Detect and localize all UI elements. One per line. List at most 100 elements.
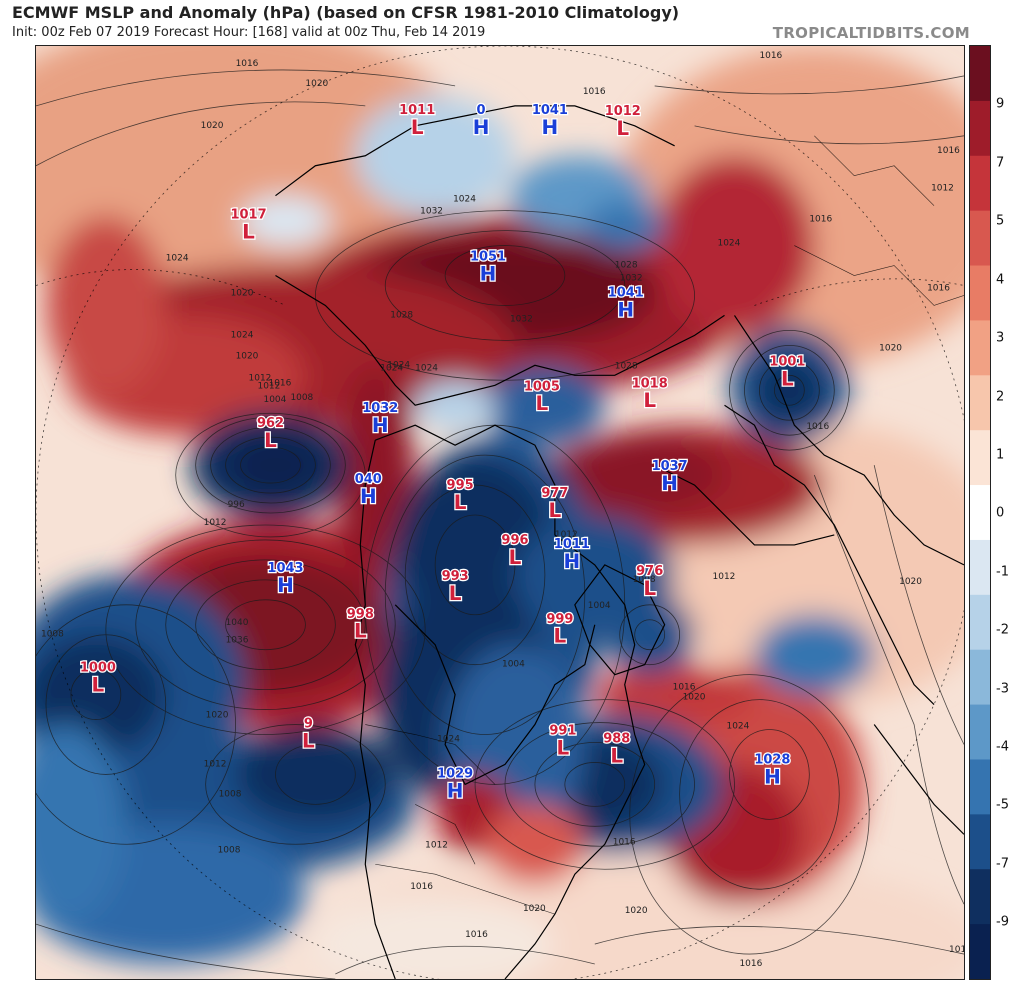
colorbar-swatch [970,485,990,541]
pressure-value: 1041 [608,285,644,300]
isobar-label: 1016 [673,683,696,693]
pressure-value: 1041 [532,103,568,118]
colorbar-swatch [970,539,990,596]
isobar-label: 1012 [204,759,227,769]
colorbar-label: 5 [996,213,1005,229]
pressure-symbol: H [360,484,377,508]
map-title: ECMWF MSLP and Anomaly (hPa) (based on C… [12,3,680,22]
pressure-system-high: 0H [471,102,490,140]
colorbar-label: 1 [996,447,1005,463]
pressure-symbol: H [564,549,581,573]
isobar-label: 1020 [899,577,922,587]
colorbar-label: 9 [996,96,1005,112]
isobar-label: 1020 [206,711,229,721]
colorbar-label: -9 [996,914,1009,930]
isobar-label: 1008 [41,630,64,640]
pressure-value: 988 [603,732,630,747]
isobar-label: 996 [228,500,245,510]
colorbar-swatch [970,759,990,815]
isobar-label: 1020 [523,904,546,914]
isobar-label: 1004 [264,395,287,405]
isobar-label: 1004 [588,601,611,611]
pressure-symbol: L [302,728,315,752]
colorbar-swatch [970,704,990,760]
isobar-label: 1024 [718,239,741,249]
isobar-label: 1012 [555,530,578,540]
pressure-value: 9 [304,717,313,732]
isobar-label: 1040 [226,618,249,628]
isobar-label: 1012 [931,184,954,194]
coastlines [275,105,964,979]
isobar-label: 1024 [437,735,460,745]
isobar-label: 1016 [410,882,433,892]
pressure-symbol: L [411,115,424,139]
pressure-value: 998 [347,607,374,622]
pressure-symbol: L [643,388,656,412]
latitude-lines [36,46,964,979]
pressure-symbol: L [536,391,549,415]
pressure-symbol: L [509,545,522,569]
pressure-value: 999 [546,612,573,627]
political-borders [365,135,964,915]
colorbar-swatch [970,155,990,212]
colorbar-swatch [970,100,990,157]
pressure-value: 1051 [470,250,506,265]
isobar-label: 1024 [415,363,438,373]
pressure-symbol: H [473,115,490,139]
isobar-label: 1012 [713,572,736,582]
isobar-label: 1008 [219,789,242,799]
isobar-label: 1020 [201,121,224,131]
anomaly-colorbar [969,45,991,980]
pressure-value: 1032 [362,401,398,416]
colorbar-swatch [970,814,990,870]
colorbar-swatch [970,869,990,925]
colorbar-label: -3 [996,681,1009,697]
isobar-label: 1028 [615,361,638,371]
colorbar-swatch [970,210,990,267]
pressure-value: 962 [257,416,284,431]
isobar-label: 1036 [226,636,249,646]
pressure-value: 1011 [399,103,435,118]
colorbar-label: 4 [996,272,1005,288]
isobar-label: 1024 [166,254,189,264]
isobar-label: 1024 [387,360,410,370]
pressure-value: 1018 [632,376,668,391]
colorbar-swatch [970,430,990,486]
colorbar-label: -2 [996,622,1009,638]
isobar-label: 1020 [305,79,328,89]
isobar-label: 1020 [879,343,902,353]
isobar-label: 1016 [268,378,291,388]
isobar-contours [36,69,964,979]
isobar-label: 1012 [425,840,448,850]
pressure-symbol: L [449,581,462,605]
isobar-label: 1032 [620,274,643,284]
source-credit: TROPICALTIDBITS.COM [772,24,970,42]
colorbar-label: 7 [996,155,1005,171]
isobar-label: 1024 [380,363,403,373]
colorbar-swatch [970,265,990,321]
pressure-symbol: H [447,778,464,802]
pressure-value: 1012 [605,104,641,119]
pressure-value: 976 [636,564,663,579]
isobar-label: 1004 [502,660,525,670]
pressure-symbol: L [92,673,105,697]
isobar-label: 1012 [258,381,281,391]
pressure-value: 995 [447,478,474,493]
pressure-symbol: L [554,624,567,648]
colorbar-swatches [970,46,990,979]
isobar-label: 1020 [231,288,254,298]
